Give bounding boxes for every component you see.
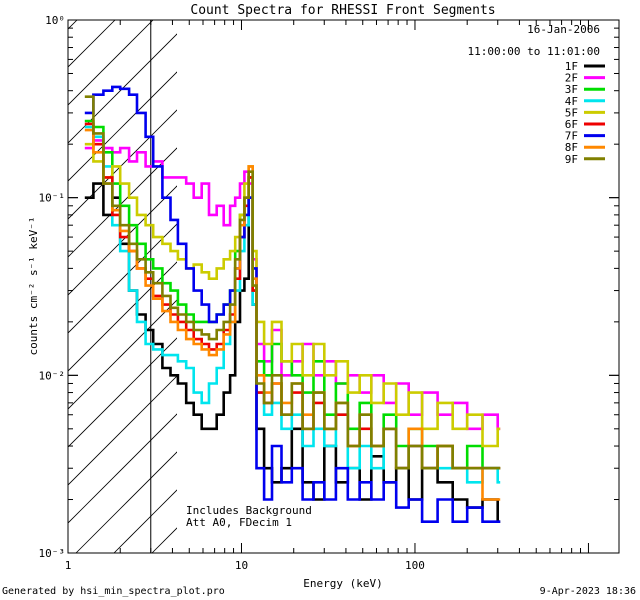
series-9F <box>84 95 501 470</box>
x-tick-label: 10 <box>235 559 248 572</box>
header-date: 16-Jan-2006 <box>527 23 600 36</box>
legend-label-1F: 1F <box>565 60 578 73</box>
y-tick-label: 10⁻³ <box>39 547 66 560</box>
footer-date: 9-Apr-2023 18:36 <box>540 586 636 597</box>
annotation-background: Includes Background <box>186 504 312 517</box>
legend-label-2F: 2F <box>565 72 578 85</box>
legend-label-7F: 7F <box>565 130 578 143</box>
plot-frame <box>67 19 620 554</box>
y-tick-label: 10⁻¹ <box>39 192 66 205</box>
annotation-attenuator: Att A0, FDecim 1 <box>186 516 292 529</box>
x-tick-label: 100 <box>405 559 425 572</box>
legend-label-3F: 3F <box>565 83 578 96</box>
legend-label-8F: 8F <box>565 141 578 154</box>
header-time: 11:00:00 to 11:01:00 <box>468 45 600 58</box>
hatched-region <box>68 20 177 553</box>
x-axis-label: Energy (keV) <box>303 577 382 590</box>
x-tick-label: 1 <box>65 559 72 572</box>
legend-label-9F: 9F <box>565 153 578 166</box>
legend-label-4F: 4F <box>565 95 578 108</box>
y-tick-label: 10⁻² <box>39 369 66 382</box>
y-tick-label: 10⁰ <box>45 14 65 27</box>
legend-label-5F: 5F <box>565 106 578 119</box>
legend-label-6F: 6F <box>565 118 578 131</box>
y-axis-label: counts cm⁻² s⁻¹ keV⁻¹ <box>27 216 40 355</box>
footer-generated-by: Generated by hsi_min_spectra_plot.pro <box>2 586 225 597</box>
chart-title: Count Spectra for RHESSI Front Segments <box>190 3 495 18</box>
